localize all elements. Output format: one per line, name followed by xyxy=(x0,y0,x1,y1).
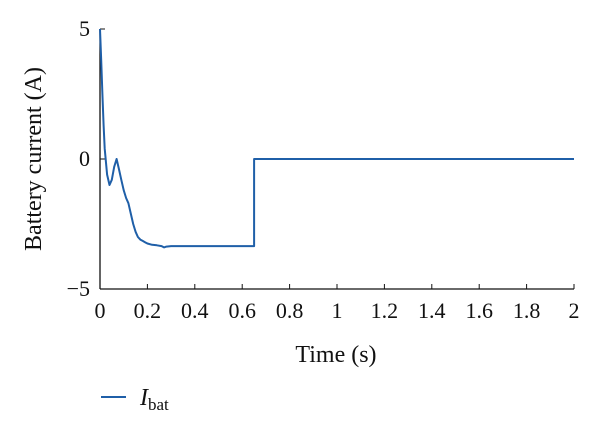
y-tick-label: 0 xyxy=(79,146,90,171)
ticks-layer: 0 0.2 0.4 0.6 0.8 1 1.2 1.4 1.6 1.8 2−505 xyxy=(67,16,580,323)
legend-label: Ibat xyxy=(139,385,169,414)
y-axis-title: Battery current (A) xyxy=(21,67,47,251)
x-tick-label: 1.6 xyxy=(465,298,493,323)
x-tick-label: 1.2 xyxy=(371,298,399,323)
x-tick-label: 0 xyxy=(95,298,106,323)
x-tick-label: 0.6 xyxy=(228,298,256,323)
legend-label-main: I xyxy=(139,385,149,411)
y-tick-label: −5 xyxy=(67,276,90,301)
y-tick-label: 5 xyxy=(79,16,90,41)
legend: Ibat xyxy=(101,385,169,414)
x-axis-title: Time (s) xyxy=(295,342,376,368)
series-layer xyxy=(99,28,574,249)
x-tick-label: 0.4 xyxy=(181,298,209,323)
x-tick-label: 1 xyxy=(332,298,343,323)
x-tick-label: 2 xyxy=(569,298,580,323)
x-tick-label: 0.2 xyxy=(134,298,162,323)
x-tick-label: 1.8 xyxy=(513,298,541,323)
x-tick-label: 0.8 xyxy=(276,298,304,323)
series-line-ibat xyxy=(99,28,574,249)
x-tick-label: 1.4 xyxy=(418,298,446,323)
legend-label-subscript: bat xyxy=(148,395,169,414)
